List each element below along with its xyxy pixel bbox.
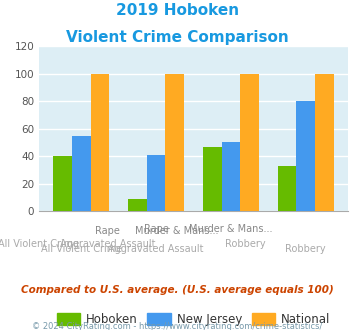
Text: 2019 Hoboken: 2019 Hoboken bbox=[116, 3, 239, 18]
Text: Robbery: Robbery bbox=[225, 239, 265, 249]
Text: All Violent Crime: All Violent Crime bbox=[40, 244, 122, 254]
Text: Murder & Mans...: Murder & Mans... bbox=[189, 224, 273, 234]
Bar bbox=[165, 74, 184, 211]
Text: Aggravated Assault: Aggravated Assault bbox=[60, 239, 155, 249]
Text: Rape: Rape bbox=[95, 226, 120, 236]
Bar bbox=[315, 74, 334, 211]
Bar bbox=[203, 147, 222, 211]
Text: © 2024 CityRating.com - https://www.cityrating.com/crime-statistics/: © 2024 CityRating.com - https://www.city… bbox=[32, 322, 323, 330]
Bar bbox=[53, 156, 72, 211]
Bar bbox=[240, 74, 259, 211]
Text: Aggravated Assault: Aggravated Assault bbox=[108, 244, 204, 254]
Text: Rape: Rape bbox=[144, 224, 169, 234]
Text: Robbery: Robbery bbox=[285, 244, 326, 254]
Bar bbox=[278, 166, 296, 211]
Text: Murder & Mans...: Murder & Mans... bbox=[135, 226, 218, 236]
Bar bbox=[222, 143, 240, 211]
Bar bbox=[147, 155, 165, 211]
Text: All Violent Crime: All Violent Crime bbox=[0, 239, 80, 249]
Text: Violent Crime Comparison: Violent Crime Comparison bbox=[66, 30, 289, 45]
Bar bbox=[91, 74, 109, 211]
Bar bbox=[128, 199, 147, 211]
Text: Compared to U.S. average. (U.S. average equals 100): Compared to U.S. average. (U.S. average … bbox=[21, 285, 334, 295]
Bar bbox=[72, 136, 91, 211]
Legend: Hoboken, New Jersey, National: Hoboken, New Jersey, National bbox=[52, 308, 335, 330]
Bar bbox=[296, 101, 315, 211]
